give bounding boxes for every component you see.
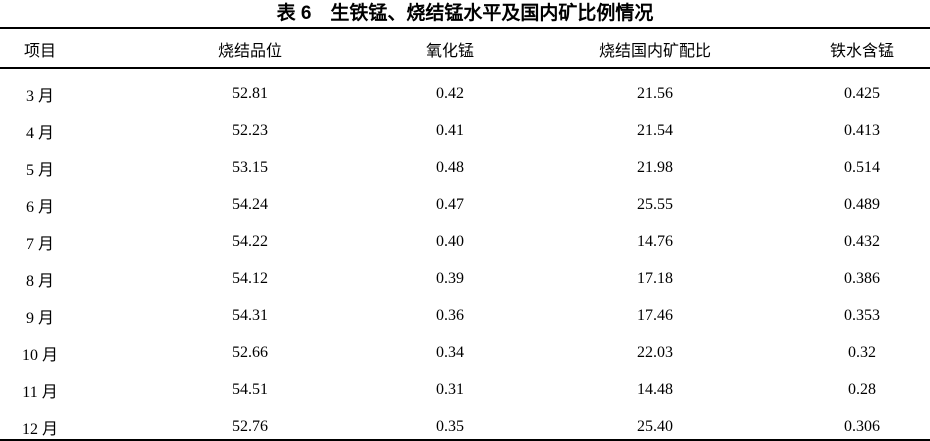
value-cell-hot-metal-mn: 0.353 (844, 307, 880, 324)
table-row: 5 月 53.15 0.48 21.98 0.514 (0, 143, 930, 180)
table-row: 7 月 54.22 0.40 14.76 0.432 (0, 217, 930, 254)
value-cell-domestic-ore-ratio: 14.76 (637, 233, 673, 250)
value-cell-hot-metal-mn: 0.489 (844, 196, 880, 213)
table-row: 12 月 52.76 0.35 25.40 0.306 (0, 402, 930, 440)
value-cell-mno: 0.47 (436, 196, 464, 213)
value-cell-domestic-ore-ratio: 25.40 (637, 418, 673, 435)
table-title: 表 6 生铁锰、烧结锰水平及国内矿比例情况 (0, 0, 930, 29)
column-header-item: 项目 (0, 29, 80, 69)
value-cell-sinter-grade: 53.15 (232, 159, 268, 176)
value-cell-sinter-grade: 54.31 (232, 307, 268, 324)
value-cell-hot-metal-mn: 0.432 (844, 233, 880, 250)
value-cell-domestic-ore-ratio: 21.56 (637, 85, 673, 102)
value-cell-sinter-grade: 54.24 (232, 196, 268, 213)
month-cell: 4 月 (25, 125, 54, 142)
value-cell-sinter-grade: 54.51 (232, 381, 268, 398)
value-cell-hot-metal-mn: 0.306 (844, 418, 880, 435)
value-cell-sinter-grade: 52.66 (232, 344, 268, 361)
value-cell-domestic-ore-ratio: 25.55 (637, 196, 673, 213)
table-row: 10 月 52.66 0.34 22.03 0.32 (0, 328, 930, 365)
value-cell-domestic-ore-ratio: 22.03 (637, 344, 673, 361)
month-cell: 9 月 (25, 310, 54, 327)
value-cell-mno: 0.36 (436, 307, 464, 324)
data-table: 项目 烧结品位 氧化锰 烧结国内矿配比 铁水含锰 3 月 52.81 0.42 … (0, 29, 930, 441)
table-row: 4 月 52.23 0.41 21.54 0.413 (0, 106, 930, 143)
month-cell: 6 月 (25, 199, 54, 216)
value-cell-sinter-grade: 52.23 (232, 122, 268, 139)
column-header-mno: 氧化锰 (420, 29, 480, 69)
value-cell-mno: 0.35 (436, 418, 464, 435)
month-cell: 10 月 (21, 347, 58, 364)
month-cell: 8 月 (25, 273, 54, 290)
value-cell-mno: 0.31 (436, 381, 464, 398)
value-cell-sinter-grade: 52.76 (232, 418, 268, 435)
value-cell-hot-metal-mn: 0.413 (844, 122, 880, 139)
header-row: 项目 烧结品位 氧化锰 烧结国内矿配比 铁水含锰 (0, 29, 930, 69)
month-cell: 7 月 (25, 236, 54, 253)
table-row: 3 月 52.81 0.42 21.56 0.425 (0, 68, 930, 106)
value-cell-mno: 0.41 (436, 122, 464, 139)
month-cell: 12 月 (21, 421, 58, 438)
table-row: 6 月 54.24 0.47 25.55 0.489 (0, 180, 930, 217)
value-cell-mno: 0.48 (436, 159, 464, 176)
value-cell-domestic-ore-ratio: 17.18 (637, 270, 673, 287)
column-header-domestic-ore-ratio: 烧结国内矿配比 (480, 29, 830, 69)
value-cell-domestic-ore-ratio: 17.46 (637, 307, 673, 324)
month-cell: 5 月 (25, 162, 54, 179)
value-cell-domestic-ore-ratio: 21.98 (637, 159, 673, 176)
value-cell-mno: 0.39 (436, 270, 464, 287)
table-row: 11 月 54.51 0.31 14.48 0.28 (0, 365, 930, 402)
value-cell-hot-metal-mn: 0.514 (844, 159, 880, 176)
value-cell-domestic-ore-ratio: 21.54 (637, 122, 673, 139)
month-cell: 11 月 (22, 384, 58, 401)
value-cell-domestic-ore-ratio: 14.48 (637, 381, 673, 398)
value-cell-sinter-grade: 52.81 (232, 85, 268, 102)
value-cell-mno: 0.34 (436, 344, 464, 361)
value-cell-sinter-grade: 54.22 (232, 233, 268, 250)
table-row: 9 月 54.31 0.36 17.46 0.353 (0, 291, 930, 328)
table-row: 8 月 54.12 0.39 17.18 0.386 (0, 254, 930, 291)
month-cell: 3 月 (25, 88, 54, 105)
value-cell-hot-metal-mn: 0.32 (848, 344, 876, 361)
value-cell-sinter-grade: 54.12 (232, 270, 268, 287)
value-cell-hot-metal-mn: 0.28 (848, 381, 876, 398)
value-cell-mno: 0.42 (436, 85, 464, 102)
value-cell-mno: 0.40 (436, 233, 464, 250)
value-cell-hot-metal-mn: 0.386 (844, 270, 880, 287)
column-header-sinter-grade: 烧结品位 (80, 29, 420, 69)
column-header-hot-metal-mn: 铁水含锰 (830, 29, 930, 69)
value-cell-hot-metal-mn: 0.425 (844, 85, 880, 102)
